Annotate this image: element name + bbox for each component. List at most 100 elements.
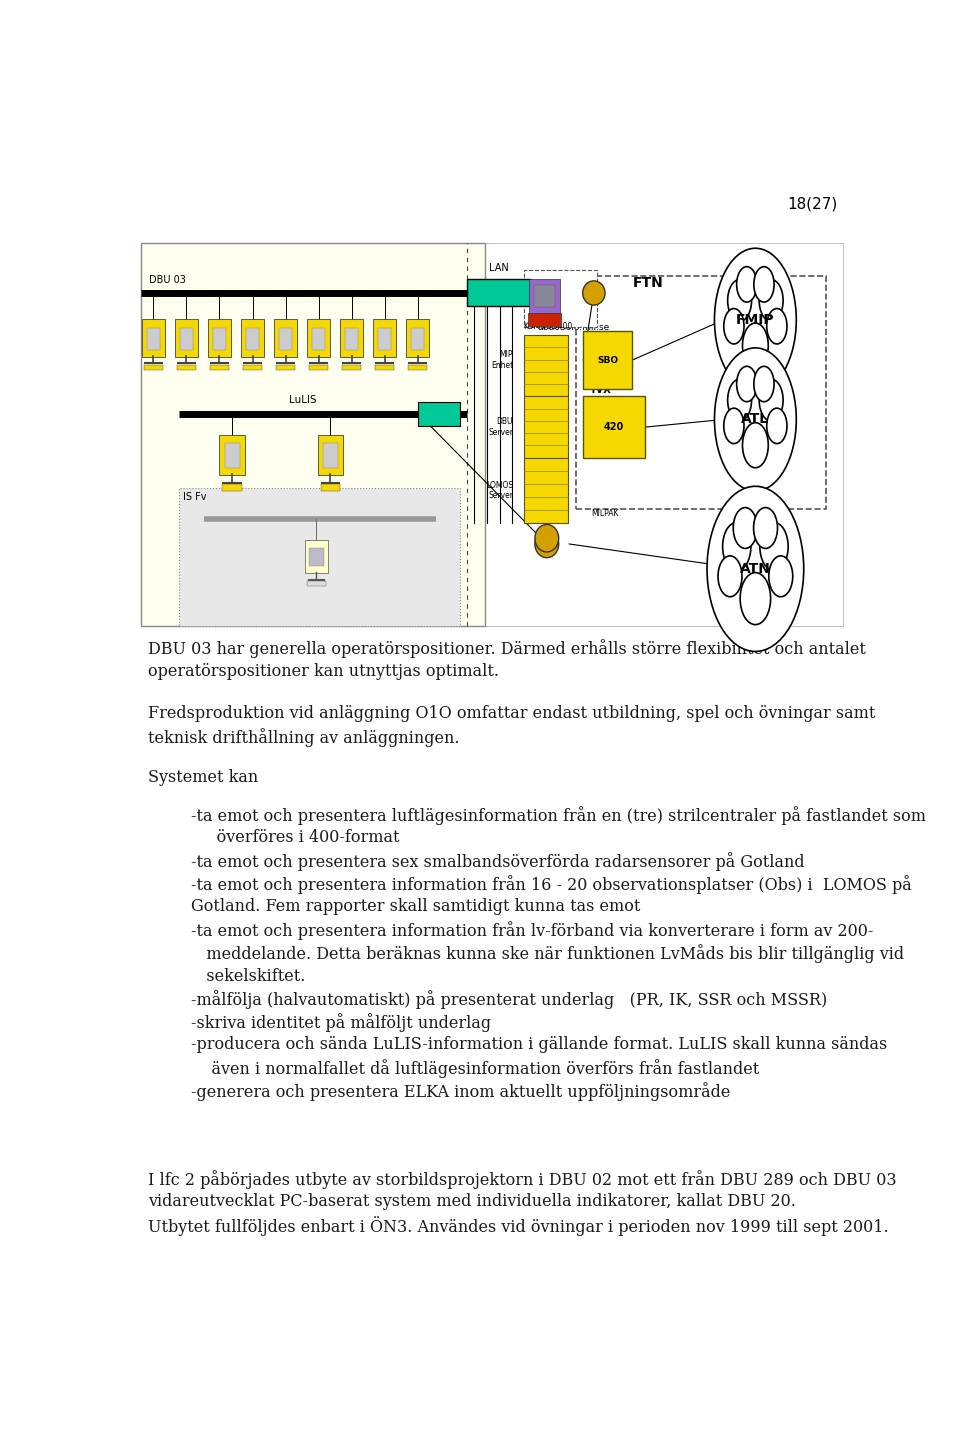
Text: 18(27): 18(27): [788, 197, 838, 212]
Text: I lfc 2 påbörjades utbyte av storbildsprojektorn i DBU 02 mot ett från DBU 289 o: I lfc 2 påbörjades utbyte av storbildspr…: [148, 1170, 897, 1190]
Text: Fredsproduktion vid anläggning O1O omfattar endast utbildning, spel och övningar: Fredsproduktion vid anläggning O1O omfat…: [148, 705, 876, 722]
Text: -skriva identitet på målföljt underlag: -skriva identitet på målföljt underlag: [191, 1012, 491, 1032]
Text: TVX: TVX: [590, 385, 612, 395]
Text: -ta emot och presentera luftlägesinformation från en (tre) strilcentraler på fas: -ta emot och presentera luftlägesinforma…: [191, 807, 925, 825]
FancyBboxPatch shape: [275, 319, 297, 358]
Ellipse shape: [728, 379, 752, 420]
Text: DBU
Server: DBU Server: [488, 418, 513, 436]
FancyBboxPatch shape: [523, 270, 597, 327]
Text: -ta emot och presentera sex smalbandsöverförda radarsensorer på Gotland: -ta emot och presentera sex smalbandsöve…: [191, 852, 804, 871]
Text: LAN: LAN: [490, 263, 509, 273]
FancyBboxPatch shape: [528, 313, 561, 326]
FancyBboxPatch shape: [213, 329, 227, 350]
Text: DBU 03 har generella operatörspositioner. Därmed erhålls större flexibilitet och: DBU 03 har generella operatörspositioner…: [148, 639, 866, 658]
Text: -målfölja (halvautomatiskt) på presenterat underlag   (PR, IK, SSR och MSSR): -målfölja (halvautomatiskt) på presenter…: [191, 990, 827, 1008]
Text: överföres i 400-format: överföres i 400-format: [191, 829, 399, 847]
Text: teknisk drifthållning av anläggningen.: teknisk drifthållning av anläggningen.: [148, 728, 460, 746]
FancyBboxPatch shape: [374, 365, 395, 370]
FancyBboxPatch shape: [341, 319, 363, 358]
Ellipse shape: [714, 249, 796, 392]
Ellipse shape: [733, 508, 757, 549]
FancyBboxPatch shape: [147, 329, 160, 350]
FancyBboxPatch shape: [411, 329, 424, 350]
FancyBboxPatch shape: [141, 243, 843, 626]
FancyBboxPatch shape: [345, 329, 358, 350]
Text: FMIP: FMIP: [736, 313, 775, 327]
FancyBboxPatch shape: [321, 485, 340, 490]
FancyBboxPatch shape: [584, 396, 645, 458]
FancyBboxPatch shape: [225, 443, 240, 468]
Text: DBU 03: DBU 03: [149, 276, 186, 285]
FancyBboxPatch shape: [223, 485, 242, 490]
FancyBboxPatch shape: [373, 319, 396, 358]
FancyBboxPatch shape: [408, 365, 427, 370]
Text: ATL: ATL: [741, 412, 769, 426]
Ellipse shape: [724, 408, 744, 443]
Ellipse shape: [767, 408, 787, 443]
Ellipse shape: [583, 280, 605, 305]
FancyBboxPatch shape: [342, 365, 361, 370]
Ellipse shape: [535, 525, 559, 552]
FancyBboxPatch shape: [141, 243, 485, 626]
FancyBboxPatch shape: [523, 335, 568, 396]
FancyBboxPatch shape: [144, 365, 163, 370]
FancyBboxPatch shape: [318, 435, 343, 475]
Text: MILPAK: MILPAK: [591, 509, 619, 519]
Text: ATN: ATN: [740, 562, 771, 576]
Text: 420: 420: [604, 422, 624, 432]
FancyBboxPatch shape: [241, 319, 264, 358]
FancyBboxPatch shape: [523, 458, 568, 523]
FancyBboxPatch shape: [246, 329, 259, 350]
FancyBboxPatch shape: [323, 443, 338, 468]
Ellipse shape: [760, 522, 788, 571]
FancyBboxPatch shape: [278, 329, 292, 350]
FancyBboxPatch shape: [309, 365, 328, 370]
FancyBboxPatch shape: [307, 581, 326, 586]
Text: IS Fv: IS Fv: [183, 492, 206, 502]
Text: LOMOS
Server: LOMOS Server: [486, 480, 513, 500]
FancyBboxPatch shape: [307, 319, 329, 358]
Ellipse shape: [742, 423, 768, 468]
Ellipse shape: [718, 556, 742, 596]
FancyBboxPatch shape: [468, 279, 531, 306]
FancyBboxPatch shape: [142, 319, 164, 358]
Ellipse shape: [723, 522, 751, 571]
Ellipse shape: [714, 347, 796, 490]
Text: meddelande. Detta beräknas kunna ske när funktionen LvMåds bis blir tillgänglig : meddelande. Detta beräknas kunna ske när…: [191, 945, 903, 964]
Ellipse shape: [736, 266, 756, 302]
Ellipse shape: [742, 323, 768, 368]
Text: KOMNOD400: KOMNOD400: [523, 322, 573, 330]
Ellipse shape: [769, 556, 793, 596]
FancyBboxPatch shape: [210, 365, 229, 370]
Text: LuLIS: LuLIS: [289, 395, 316, 405]
Text: FTN: FTN: [633, 276, 663, 290]
Text: sekelskiftet.: sekelskiftet.: [191, 968, 305, 985]
FancyBboxPatch shape: [406, 319, 429, 358]
Ellipse shape: [754, 266, 774, 302]
FancyBboxPatch shape: [378, 329, 392, 350]
Text: -producera och sända LuLIS-information i gällande format. LuLIS skall kunna sänd: -producera och sända LuLIS-information i…: [191, 1035, 887, 1052]
Ellipse shape: [736, 366, 756, 402]
Ellipse shape: [767, 309, 787, 345]
Ellipse shape: [754, 366, 774, 402]
Ellipse shape: [759, 379, 783, 420]
FancyBboxPatch shape: [276, 365, 295, 370]
Text: -ta emot och presentera information från 16 - 20 observationsplatser (Obs) i  LO: -ta emot och presentera information från…: [191, 875, 911, 894]
Text: dbu03olo.mil.se: dbu03olo.mil.se: [538, 323, 610, 332]
FancyBboxPatch shape: [419, 402, 461, 426]
Text: Utbytet fullföljdes enbart i ÖN3. Användes vid övningar i perioden nov 1999 till: Utbytet fullföljdes enbart i ÖN3. Använd…: [148, 1217, 889, 1237]
FancyBboxPatch shape: [304, 541, 328, 573]
Ellipse shape: [724, 309, 744, 345]
Ellipse shape: [754, 508, 778, 549]
FancyBboxPatch shape: [535, 285, 555, 307]
FancyBboxPatch shape: [208, 319, 230, 358]
FancyBboxPatch shape: [243, 365, 262, 370]
Ellipse shape: [728, 279, 752, 322]
FancyBboxPatch shape: [176, 319, 198, 358]
Text: vidareutvecklat PC-baserat system med individuella indikatorer, kallat DBU 20.: vidareutvecklat PC-baserat system med in…: [148, 1194, 796, 1210]
FancyBboxPatch shape: [584, 332, 633, 389]
FancyBboxPatch shape: [529, 279, 561, 315]
Text: SBO: SBO: [597, 356, 618, 365]
FancyBboxPatch shape: [312, 329, 325, 350]
Ellipse shape: [740, 572, 771, 625]
